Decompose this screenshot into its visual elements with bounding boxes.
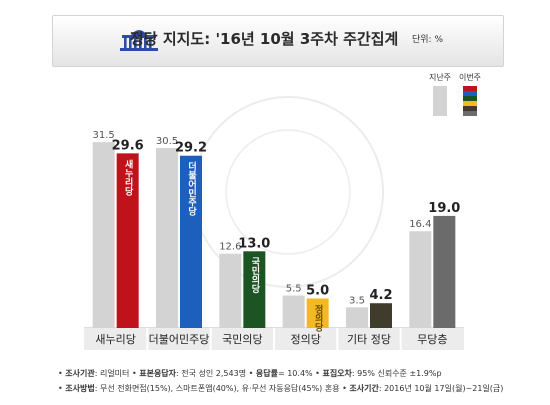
data-label-this-week: 5.0	[306, 284, 329, 299]
category-label: 기타 정당	[347, 333, 391, 346]
data-label-last-week: 3.5	[349, 295, 365, 306]
note-line-2: • 조사방법: 무선 전화면접(15%), 스마트폰앱(40%), 유·무선 자…	[58, 384, 504, 393]
watermark-seal-inner	[225, 129, 351, 255]
bar-this-week	[243, 251, 266, 328]
legend-swatch-this-week-stripe	[463, 91, 477, 96]
category-label: 더불어민주당	[149, 333, 210, 346]
bar-this-week	[433, 215, 456, 328]
data-label-last-week: 12.6	[219, 242, 241, 253]
bar-last-week	[346, 307, 368, 328]
category-label: 국민의당	[222, 333, 262, 346]
bar-this-week	[306, 298, 329, 328]
bar-last-week	[156, 148, 178, 328]
bar-last-week	[92, 142, 115, 328]
chart-title: 정당 지지도: '16년 10월 3주차 주간집계	[130, 30, 399, 48]
legend-swatch-this-week-stripe	[463, 101, 477, 106]
bar-this-week	[370, 303, 392, 328]
data-label-last-week: 31.5	[93, 130, 115, 141]
legend-label-this-week: 이번주	[459, 72, 481, 82]
legend-label-last-week: 지난주	[429, 73, 451, 82]
data-label-last-week: 5.5	[286, 284, 302, 295]
assembly-building-icon	[120, 30, 158, 51]
unit-label: 단위: %	[412, 35, 444, 45]
data-label-this-week: 13.0	[238, 236, 270, 251]
plot-panel	[84, 92, 464, 328]
bar-chart: 31.529.6새누리당새누리당30.529.2더불어민주당더불어민주당12.6…	[84, 72, 481, 350]
note-line-1: • 조사기관: 리얼미터 • 표본응답자: 전국 성인 2,543명 • 응답률…	[58, 369, 442, 378]
legend-swatch-this-week-stripe	[463, 96, 477, 101]
party-logo-label: 정의당	[313, 303, 323, 332]
party-logo-label: 더불어민주당	[186, 161, 196, 217]
bar-this-week	[116, 153, 139, 328]
data-label-last-week: 16.4	[409, 219, 431, 230]
legend-swatch-last-week	[433, 86, 447, 116]
data-label-this-week: 4.2	[369, 288, 392, 303]
category-label: 무당층	[417, 333, 447, 346]
party-logo-label: 새누리당	[123, 158, 133, 196]
party-logo-label: 국민의당	[249, 257, 259, 294]
data-label-this-week: 29.2	[175, 141, 207, 156]
legend-swatch-this-week-stripe	[463, 106, 477, 111]
legend-swatch-this-week-stripe	[463, 111, 477, 116]
chart-header	[52, 15, 504, 67]
category-label: 정의당	[290, 333, 320, 346]
survey-notes: • 조사기관: 리얼미터 • 표본응답자: 전국 성인 2,543명 • 응답률…	[58, 366, 503, 396]
category-label: 새누리당	[95, 333, 135, 346]
legend-swatch-this-week-stripe	[463, 86, 477, 91]
bar-last-week	[282, 295, 305, 328]
bar-last-week	[409, 231, 432, 328]
bar-last-week	[219, 253, 242, 328]
bar-this-week	[180, 155, 202, 328]
data-label-last-week: 30.5	[156, 136, 178, 147]
data-label-this-week: 29.6	[112, 138, 144, 153]
data-label-this-week: 19.0	[428, 201, 460, 216]
